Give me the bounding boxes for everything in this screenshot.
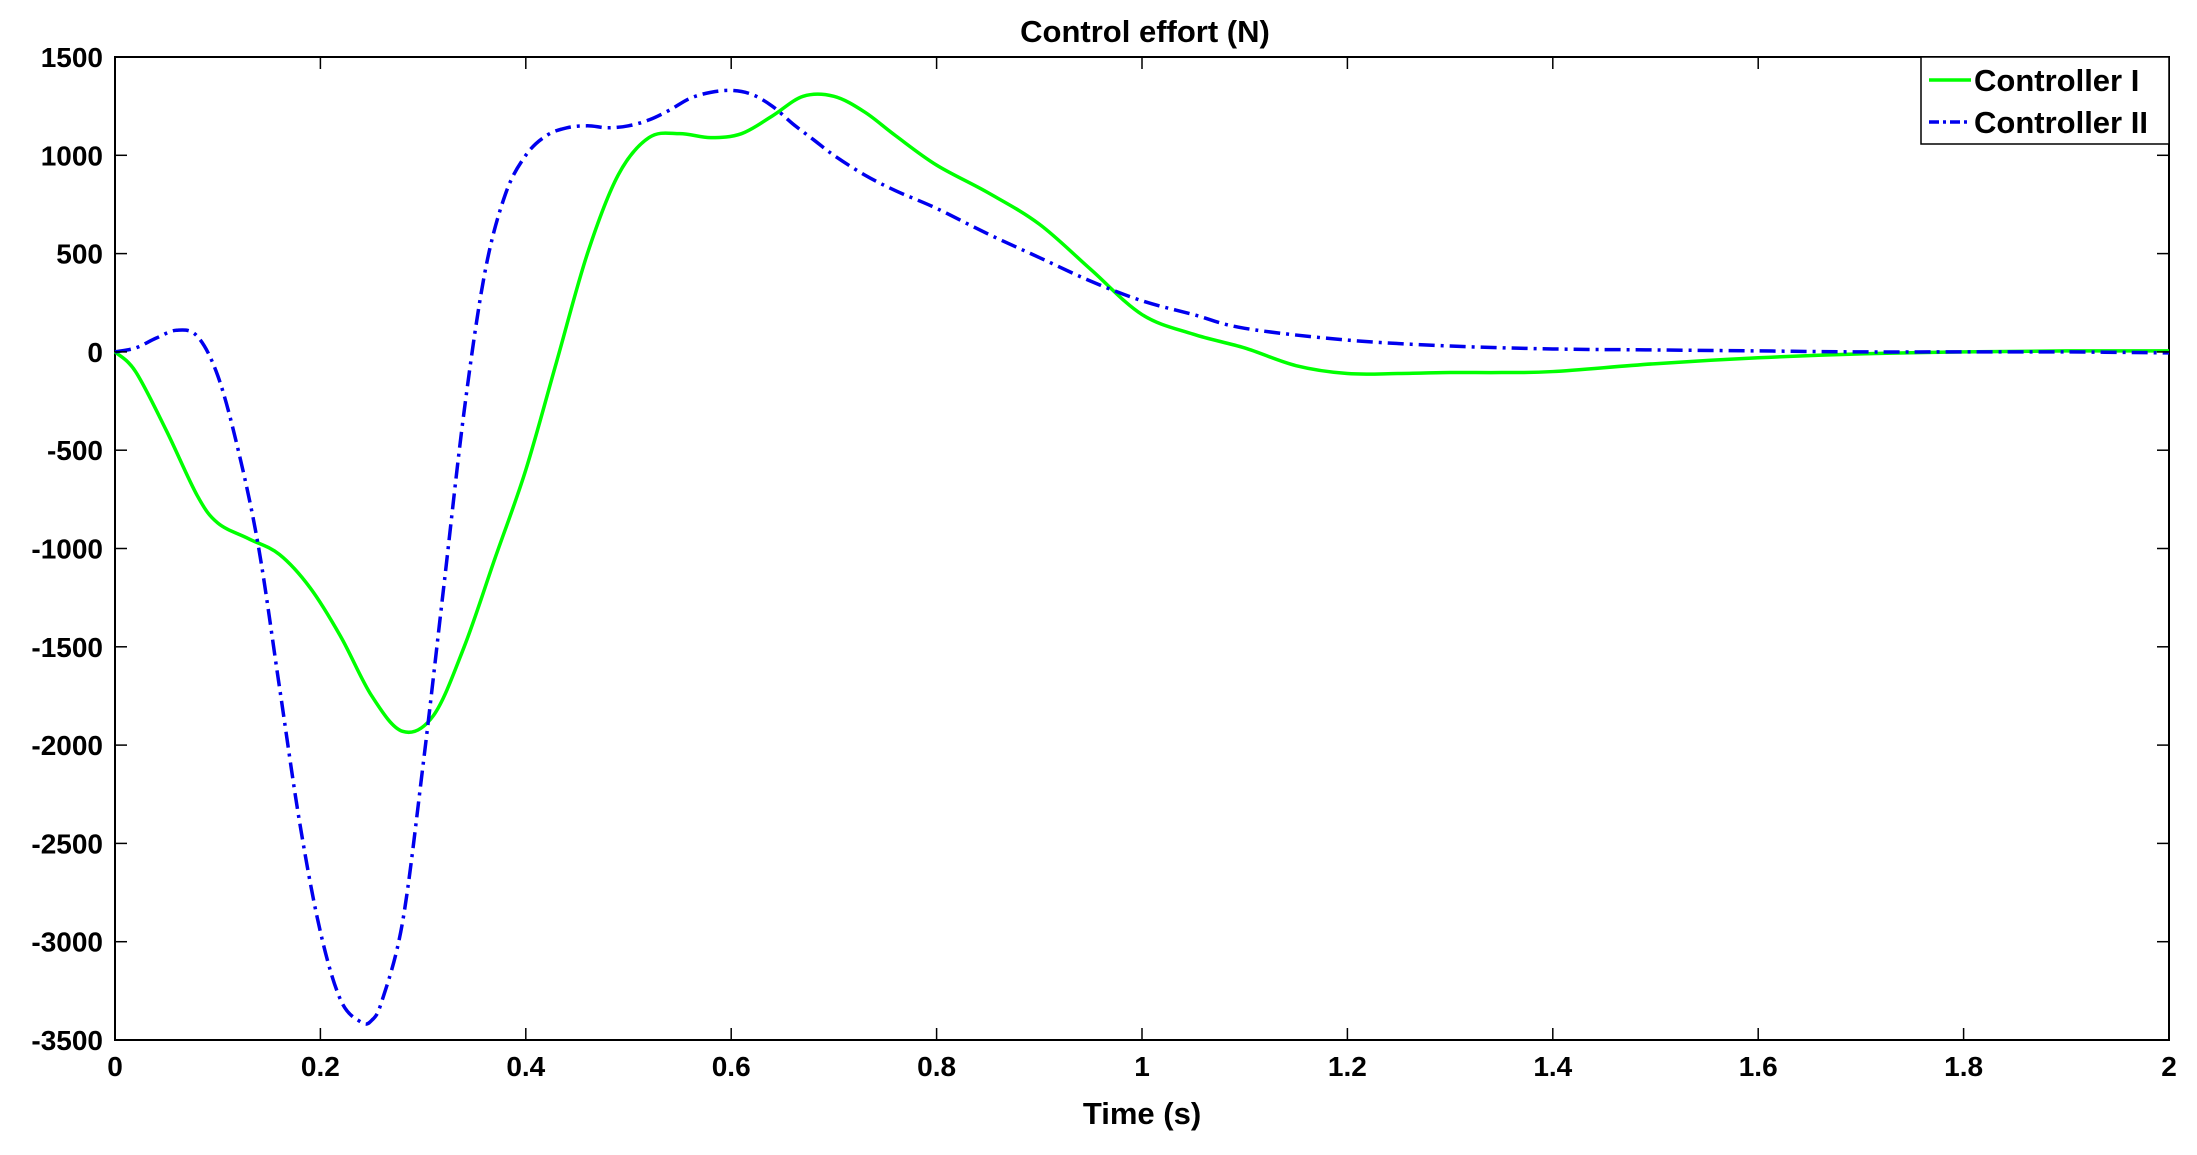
chart-title: Control effort (N) [1020,14,1270,49]
y-tick-label: -2500 [31,828,103,859]
legend-label-controller-i: Controller I [1974,63,2139,98]
y-tick-label: -2000 [31,730,103,761]
legend-label-controller-ii: Controller II [1974,105,2148,140]
axis-ticks: 0 0.2 0.4 0.6 0.8 1 1.2 1.4 1.6 1.8 2150010005000-… [31,42,2176,1082]
y-tick-label: -500 [47,435,103,466]
y-tick-label: -3000 [31,927,103,958]
x-tick-label: 1.6 [1739,1051,1778,1082]
y-tick-label: 1500 [41,42,103,73]
x-tick-label: 0.2 [301,1051,340,1082]
y-tick-label: 500 [56,239,103,270]
y-tick-label: -1000 [31,534,103,565]
x-tick-label: 1 [1134,1051,1150,1082]
y-tick-label: 0 [87,337,103,368]
x-tick-label: 0.4 [506,1051,545,1082]
y-tick-label: -1500 [31,632,103,663]
plot-area [114,56,2170,1041]
y-tick-label: 1000 [41,140,103,171]
y-tick-label: -3500 [31,1025,103,1056]
x-tick-label: 2 [2161,1051,2177,1082]
x-tick-label: 0.8 [917,1051,956,1082]
x-tick-label: 0.6 [712,1051,751,1082]
series-line-controller-i [113,92,2170,734]
x-axis-title: Time (s) [1083,1096,1201,1131]
x-tick-label: 1.2 [1328,1051,1367,1082]
x-tick-label: 0 [107,1051,123,1082]
x-tick-label: 1.4 [1533,1051,1572,1082]
legend: Controller I Controller II [1920,56,2170,145]
x-tick-label: 1.8 [1944,1051,1983,1082]
series-layer [113,88,2170,1026]
legend-box [1920,56,2170,145]
series-line-controller-ii [114,88,2170,1026]
